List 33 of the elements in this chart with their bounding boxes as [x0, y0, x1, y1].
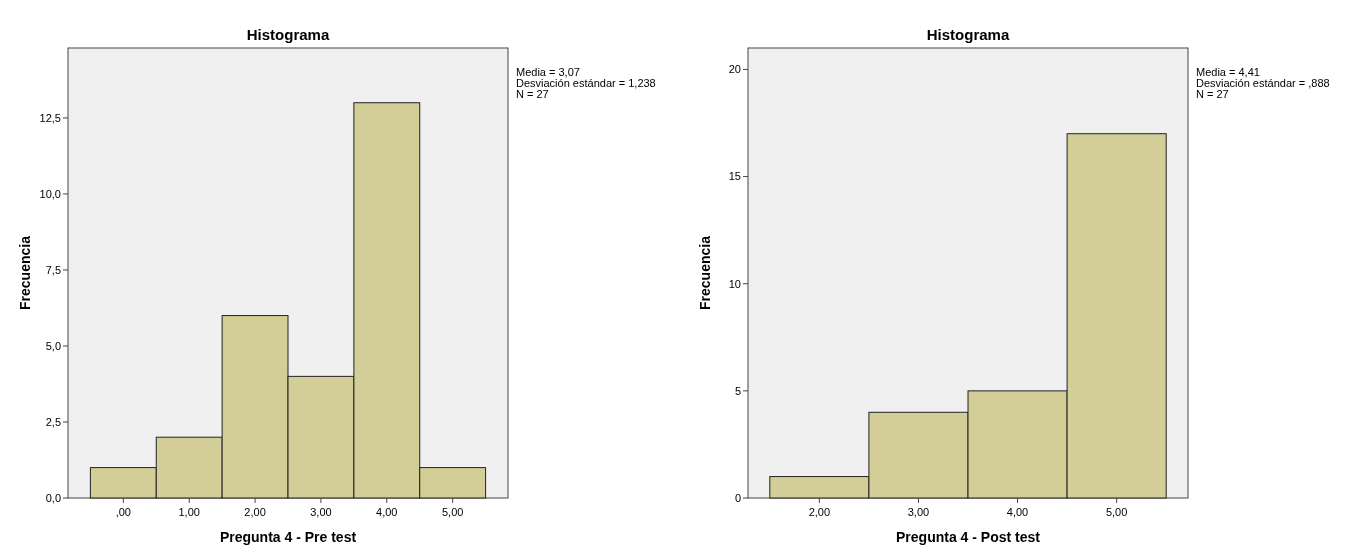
y-tick-label: 12,5: [39, 111, 61, 124]
y-axis-title: Frecuencia: [17, 235, 33, 310]
x-axis-title: Pregunta 4 - Pre test: [219, 529, 357, 545]
x-tick-label: ,00: [115, 506, 131, 518]
chart-title: Histograma: [926, 26, 1010, 43]
text: Media = 4,41: [1196, 66, 1260, 78]
x-tick-label: 1,00: [178, 506, 200, 518]
x-tick-label: 5,00: [1105, 506, 1128, 518]
x-tick-label: 5,00: [441, 506, 464, 518]
y-tick-label: 2,5: [45, 415, 61, 428]
text: N = 27: [516, 88, 549, 100]
y-tick-label: 0,0: [45, 491, 61, 504]
x-tick-label: 3,00: [310, 506, 332, 518]
text: Desviación estándar = 1,238: [516, 77, 656, 89]
x-tick-label: 2,00: [808, 506, 831, 518]
x-axis-title: Pregunta 4 - Post test: [896, 529, 1041, 545]
y-tick-label: 15: [728, 170, 741, 183]
x-tick-label: 4,00: [1006, 506, 1029, 518]
text: N = 27: [1196, 88, 1229, 100]
y-tick-label: 10,0: [39, 187, 61, 200]
x-tick-label: 3,00: [907, 506, 930, 518]
y-tick-label: 20: [728, 63, 741, 76]
y-tick-label: 10: [728, 277, 741, 290]
y-tick-label: 0: [734, 491, 741, 504]
y-tick-label: 7,5: [45, 263, 61, 276]
y-tick-label: 5: [734, 384, 741, 397]
y-tick-label: 5,0: [45, 339, 61, 352]
chart-title: Histograma: [246, 26, 330, 43]
text: Media = 3,07: [516, 66, 580, 78]
x-tick-label: 4,00: [376, 506, 398, 518]
x-tick-label: 2,00: [244, 506, 266, 518]
y-axis-title: Frecuencia: [697, 235, 713, 310]
text: Desviación estándar = ,888: [1196, 77, 1330, 89]
